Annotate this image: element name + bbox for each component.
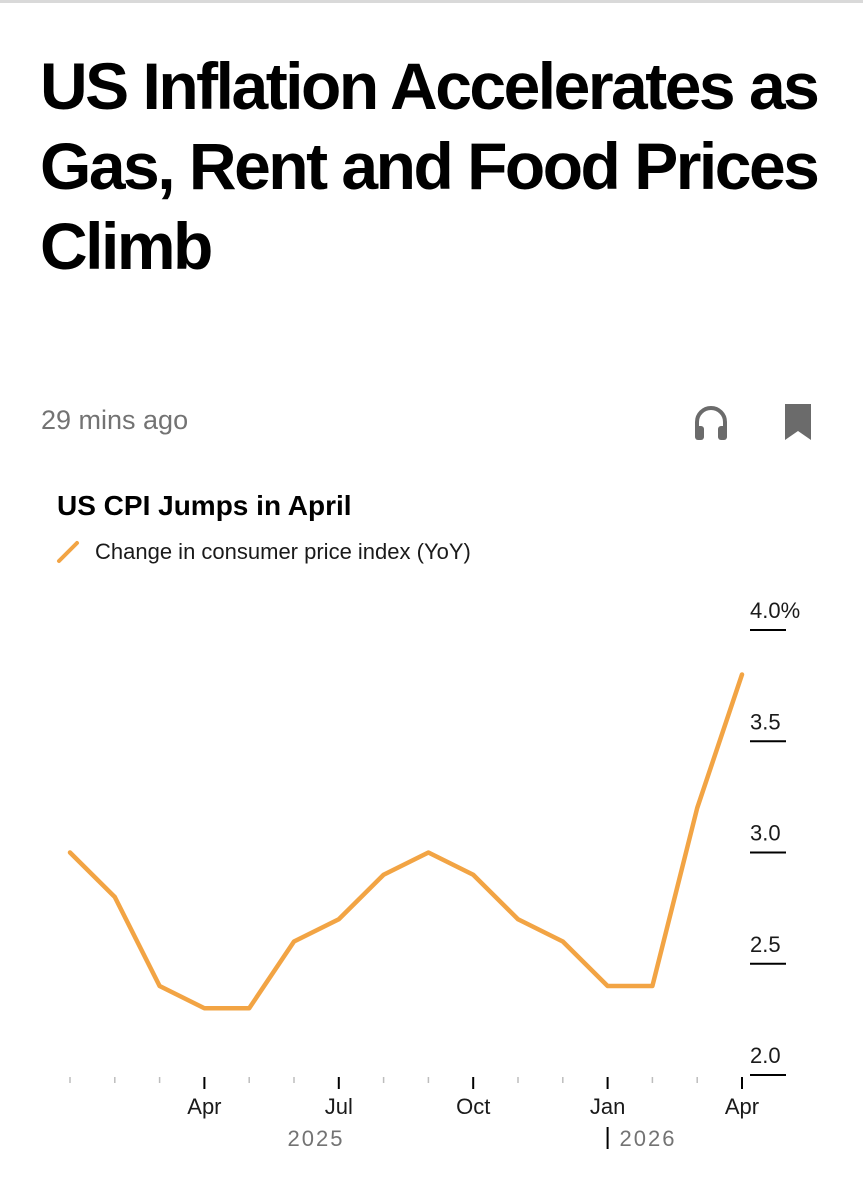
headphones-icon (695, 406, 727, 440)
series-layer (67, 672, 745, 1011)
x-tick-label: Jan (590, 1094, 625, 1119)
x-tick-label: Apr (187, 1094, 221, 1119)
x-tick-label: Jul (325, 1094, 353, 1119)
chart-legend: Change in consumer price index (YoY) (55, 539, 471, 565)
year-label: 2025 (288, 1126, 345, 1151)
y-tick-label: 3.5 (750, 709, 781, 734)
cpi-series-line (67, 672, 745, 1011)
x-axis: Apr Jul Oct Jan Apr 2025 2026 (69, 1077, 759, 1151)
chart-title: US CPI Jumps in April (57, 490, 352, 521)
y-tick-label: 4.0% (750, 598, 800, 623)
listen-button[interactable] (687, 398, 735, 446)
x-tick-label: Oct (456, 1094, 490, 1119)
y-tick-label: 3.0 (750, 821, 781, 846)
bookmark-icon (785, 404, 811, 440)
timestamp: 29 mins ago (41, 405, 189, 435)
headline: US Inflation Accelerates as Gas, Rent an… (40, 49, 820, 283)
legend-line-swatch (57, 541, 79, 563)
legend-label: Change in consumer price index (YoY) (95, 539, 471, 564)
y-tick-label: 2.0 (750, 1043, 781, 1068)
x-tick-label: Apr (725, 1094, 759, 1119)
top-divider (0, 0, 863, 3)
year-label: 2026 (620, 1126, 677, 1151)
y-tick-label: 2.5 (750, 932, 781, 957)
cpi-line-chart: 2.0 2.5 3.0 3.5 4.0% Apr Jul Oct Jan Apr 2025 2026 (67, 598, 800, 1151)
bookmark-button[interactable] (774, 398, 822, 446)
y-axis: 2.0 2.5 3.0 3.5 4.0% (750, 598, 800, 1076)
